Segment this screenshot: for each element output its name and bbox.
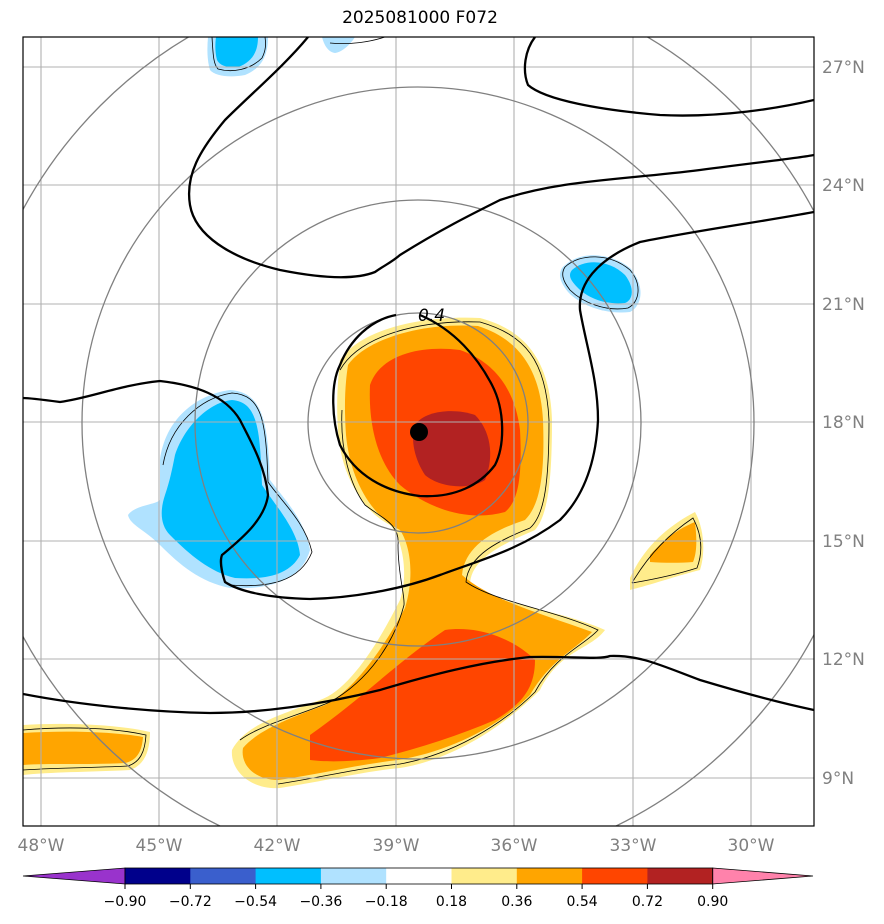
colorbar-tick-label: −0.54: [234, 894, 277, 910]
lon-label: 48°W: [18, 836, 65, 856]
negative-anomaly-fill-0-36: [215, 37, 258, 68]
lat-label: 27°N: [822, 58, 865, 78]
contour-line: [23, 654, 814, 715]
lon-label: 36°W: [491, 836, 538, 856]
contour-line: [523, 37, 814, 117]
colorbar-bin: [190, 868, 257, 884]
lat-axis: 27°N 24°N 21°N 18°N 15°N 12°N 9°N: [822, 58, 865, 789]
colorbar-tick-label: 0.18: [436, 894, 467, 910]
lat-label: 21°N: [822, 295, 865, 315]
contour-line: [23, 210, 814, 601]
colorbar-tick-label: 0.72: [632, 894, 663, 910]
colorbar-tick-label: −0.72: [169, 894, 212, 910]
colorbar: −0.90 −0.72 −0.54 −0.36 −0.18 0.18 0.36 0.54 0.7…: [22, 867, 814, 910]
lat-label: 18°N: [822, 413, 865, 433]
colorbar-bin: [582, 868, 648, 884]
colorbar-tick-label: 0.54: [567, 894, 598, 910]
contour-line-0-4: [332, 313, 504, 498]
contour-label: 0.4: [418, 306, 445, 326]
colorbar-tick-label: 0.36: [501, 894, 532, 910]
colorbar-extend-max: [712, 867, 814, 885]
colorbar-bin: [320, 868, 387, 884]
colorbar-tick-label: −0.36: [299, 894, 342, 910]
black-contours: [23, 37, 814, 715]
shaded-field: [23, 37, 704, 789]
graticule: [23, 37, 814, 826]
negative-anomaly-fill-0-36: [570, 262, 632, 304]
positive-anomaly-fill-0-36: [23, 731, 143, 765]
colorbar-bin: [516, 868, 583, 884]
colorbar-bin: [125, 868, 191, 884]
colorbar-bin: [451, 868, 518, 884]
plot-title: 2025081000 F072: [342, 8, 498, 28]
lon-label: 39°W: [373, 836, 420, 856]
colorbar-extend-min: [22, 867, 126, 885]
lat-label: 12°N: [822, 650, 865, 670]
colorbar-tick-label: −0.18: [365, 894, 408, 910]
colorbar-outline: [124, 867, 714, 885]
range-rings: [23, 37, 814, 826]
lat-label: 9°N: [822, 769, 854, 789]
range-ring: [307, 312, 529, 534]
colorbar-tick-label: −0.90: [104, 894, 147, 910]
storm-center-marker: [410, 423, 428, 441]
map-content: [23, 37, 814, 826]
lon-label: 30°W: [728, 836, 775, 856]
colorbar-bin: [386, 868, 452, 884]
lat-label: 24°N: [822, 176, 865, 196]
colorbar-bin: [647, 868, 714, 884]
colorbar-tick-label: 0.90: [697, 894, 728, 910]
positive-anomaly-fill-0-54: [310, 629, 535, 762]
positive-anomaly-fill-0-72: [413, 411, 491, 487]
positive-anomaly-fill-0-36: [650, 522, 697, 563]
lon-label: 45°W: [136, 836, 183, 856]
lon-axis: 48°W 45°W 42°W 39°W 36°W 33°W 30°W: [18, 836, 775, 856]
map-frame: [22, 36, 815, 827]
contour-line: [187, 37, 814, 279]
lon-label: 33°W: [610, 836, 657, 856]
lat-label: 15°N: [822, 532, 865, 552]
range-ring: [81, 86, 755, 760]
negative-anomaly-fill-0-18: [322, 37, 355, 53]
lon-label: 42°W: [254, 836, 301, 856]
colorbar-bin: [255, 868, 322, 884]
range-ring: [194, 199, 642, 647]
